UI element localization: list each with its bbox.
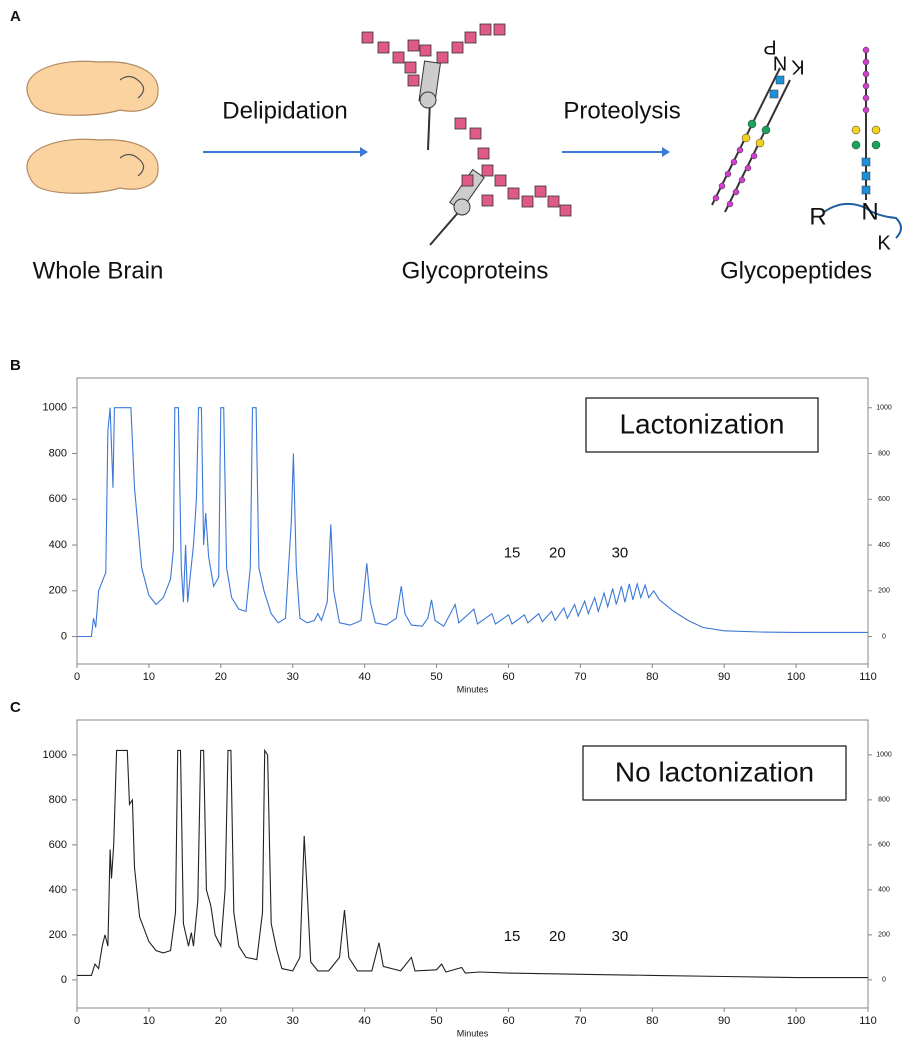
y2-tick-label: 800: [878, 797, 890, 804]
annotation: 30: [612, 928, 629, 945]
x-tick-label: 0: [74, 1015, 80, 1027]
label-box: [585, 397, 819, 453]
x-tick-label: 50: [430, 1015, 442, 1027]
panel-letter: A: [10, 8, 21, 25]
x-tick-label: 90: [718, 1015, 730, 1027]
chromatogram-line: [77, 748, 868, 979]
x-tick-label: 30: [287, 1015, 299, 1027]
y2-tick-label: 1000: [876, 405, 892, 412]
plot-frame: [76, 377, 869, 665]
glycoprotein-icons: [361, 23, 572, 246]
x-tick-label: 100: [787, 671, 805, 683]
x-tick-label: 70: [574, 1015, 586, 1027]
box-label: No lactonization: [615, 756, 814, 787]
y-tick-label: 600: [49, 839, 67, 851]
x-tick-label: 40: [359, 1015, 371, 1027]
x-tick-label: 20: [215, 1015, 227, 1027]
x-tick-label: 10: [143, 671, 155, 683]
x-axis-label: Minutes: [457, 1028, 489, 1038]
x-tick-label: 80: [646, 1015, 658, 1027]
x-tick-label: 70: [574, 671, 586, 683]
x-tick-label: 0: [74, 671, 80, 683]
label: Proteolysis: [563, 97, 680, 124]
y-tick-label: 800: [49, 447, 67, 459]
x-axis-label: Minutes: [457, 684, 489, 694]
brain-icons: [26, 60, 159, 194]
y-tick-label: 0: [61, 974, 67, 986]
annotation: 15: [504, 928, 521, 945]
y2-tick-label: 0: [882, 977, 886, 984]
glycopeptide-icons: [711, 46, 902, 239]
x-tick-label: 60: [502, 1015, 514, 1027]
y2-tick-label: 400: [878, 542, 890, 549]
y-tick-label: 800: [49, 794, 67, 806]
y-tick-label: 400: [49, 539, 67, 551]
y2-tick-label: 400: [878, 887, 890, 894]
annotation: 20: [549, 928, 566, 945]
y-tick-label: 1000: [43, 749, 67, 761]
x-tick-label: 10: [143, 1015, 155, 1027]
y-tick-label: 400: [49, 884, 67, 896]
y-tick-label: 0: [61, 630, 67, 642]
y2-tick-label: 200: [878, 588, 890, 595]
y-tick-label: 1000: [43, 402, 67, 414]
y2-tick-label: 600: [878, 842, 890, 849]
panel-letter: C: [10, 699, 21, 716]
y-tick-label: 200: [49, 585, 67, 597]
label: Glycoproteins: [402, 257, 549, 284]
x-tick-label: 60: [502, 671, 514, 683]
x-tick-label: 80: [646, 671, 658, 683]
arrowhead: [360, 147, 368, 157]
label: Delipidation: [222, 97, 347, 124]
y2-tick-label: 200: [878, 932, 890, 939]
residue: K: [877, 232, 891, 254]
label-box: [582, 745, 847, 801]
y2-tick-label: 0: [882, 633, 886, 640]
residue: R: [809, 203, 826, 230]
panel-letter: B: [10, 357, 21, 374]
box-label: Lactonization: [619, 408, 784, 439]
x-tick-label: 100: [787, 1015, 805, 1027]
y2-tick-label: 1000: [876, 752, 892, 759]
x-tick-label: 50: [430, 671, 442, 683]
arrowhead: [662, 147, 670, 157]
x-tick-label: 110: [859, 1015, 877, 1027]
x-tick-label: 110: [859, 671, 877, 683]
x-tick-label: 20: [215, 671, 227, 683]
residue: P: [763, 36, 776, 58]
x-tick-label: 90: [718, 671, 730, 683]
y-tick-label: 200: [49, 929, 67, 941]
residue: K: [791, 56, 805, 78]
x-tick-label: 40: [359, 671, 371, 683]
y-tick-label: 600: [49, 493, 67, 505]
annotation: 15: [504, 545, 521, 562]
y2-tick-label: 600: [878, 496, 890, 503]
label: Whole Brain: [33, 257, 164, 284]
annotation: 30: [612, 545, 629, 562]
plot-frame: [76, 719, 869, 1009]
annotation: 20: [549, 545, 566, 562]
x-tick-label: 30: [287, 671, 299, 683]
residue: N: [773, 52, 787, 74]
residue: N: [861, 198, 878, 225]
label: Glycopeptides: [720, 257, 872, 284]
chromatogram-line: [77, 407, 868, 638]
y2-tick-label: 800: [878, 450, 890, 457]
